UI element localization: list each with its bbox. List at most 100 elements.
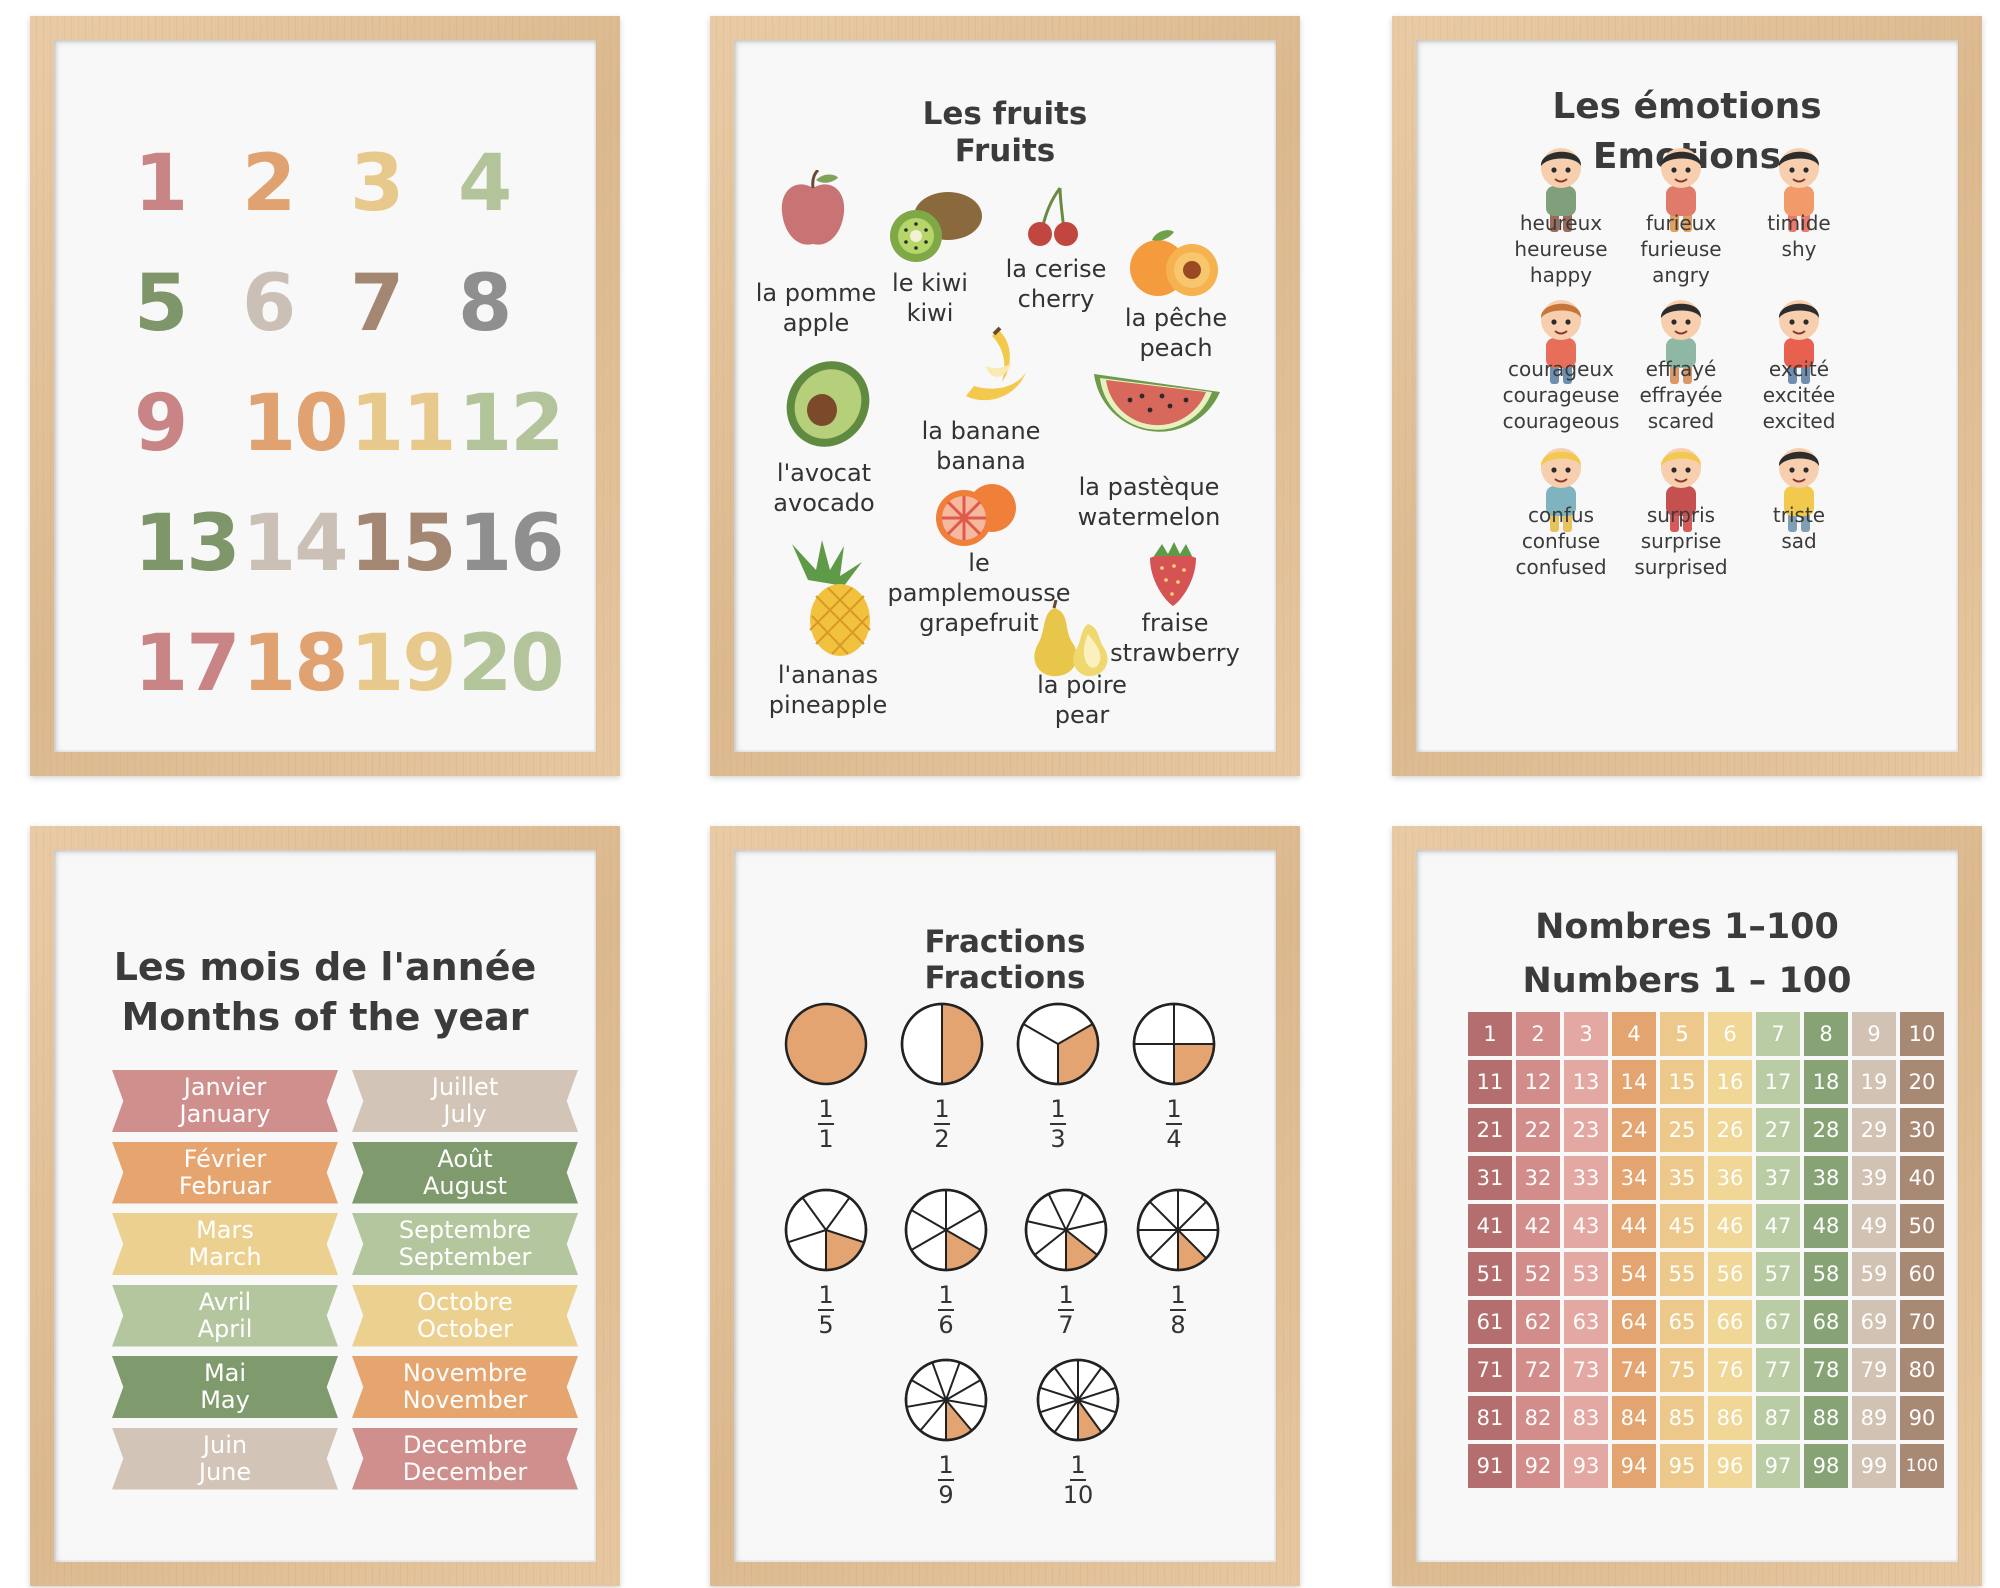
hundreds-grid: 1 2 3 4 5 6 7 8 9 10 11 12 13 14 15 16 17 18 19 20 21 22 23 24 2… bbox=[1468, 1012, 1944, 1488]
fraction-numerator: 1 bbox=[938, 1451, 954, 1479]
number-cell: 71 bbox=[1468, 1348, 1512, 1392]
emotion-word: effrayé bbox=[1645, 357, 1717, 381]
emotion-item: furieux furieuse angry bbox=[1596, 140, 1766, 288]
number-cell: 51 bbox=[1468, 1252, 1512, 1296]
number-7: 7 bbox=[350, 259, 404, 349]
number-cell: 40 bbox=[1900, 1156, 1944, 1200]
number-cell: 14 bbox=[1612, 1060, 1656, 1104]
fraction-label: 1 10 bbox=[1028, 1452, 1128, 1508]
number-cell: 18 bbox=[1804, 1060, 1848, 1104]
fraction-circle-icon bbox=[1136, 1188, 1220, 1272]
number-cell: 11 bbox=[1468, 1060, 1512, 1104]
month-banner: Mai May bbox=[112, 1356, 338, 1418]
poster-title: Les mois de l'année Months of the year bbox=[54, 942, 596, 1042]
emotion-label: timide shy bbox=[1714, 210, 1884, 262]
number-cell: 95 bbox=[1660, 1444, 1704, 1488]
title-english: Fruits bbox=[954, 133, 1056, 169]
number-cell: 38 bbox=[1804, 1156, 1848, 1200]
title-french: Nombres 1–100 bbox=[1535, 907, 1839, 947]
apple-icon bbox=[781, 170, 845, 245]
fraction-denominator: 6 bbox=[938, 1311, 954, 1339]
number-cell: 8 bbox=[1804, 1012, 1848, 1056]
poster-frame-months: Les mois de l'année Months of the year J… bbox=[30, 826, 620, 1586]
fruit-label-avocado: l'avocat avocado bbox=[773, 459, 875, 517]
number-cell: 29 bbox=[1852, 1108, 1896, 1152]
poster-title: Les fruits Fruits bbox=[734, 96, 1276, 170]
number-cell: 7 bbox=[1756, 1012, 1800, 1056]
pineapple-icon bbox=[792, 540, 871, 656]
number-1: 1 bbox=[134, 139, 188, 229]
avocado-icon bbox=[786, 361, 870, 447]
number-cell: 39 bbox=[1852, 1156, 1896, 1200]
number-cell: 94 bbox=[1612, 1444, 1656, 1488]
fruit-label-peach: la pêche peach bbox=[1124, 304, 1228, 362]
number-cell: 46 bbox=[1708, 1204, 1752, 1248]
emotion-label: surpris surprise surprised bbox=[1596, 502, 1766, 580]
number-cell: 45 bbox=[1660, 1204, 1704, 1248]
child-illustration-icon bbox=[1660, 148, 1702, 232]
number-12: 12 bbox=[458, 379, 565, 469]
emotion-word: happy bbox=[1529, 263, 1593, 287]
fraction-circle-icon bbox=[1024, 1188, 1108, 1272]
month-french: Avril bbox=[198, 1287, 252, 1316]
fruit-label-pear: la poire pear bbox=[1037, 671, 1127, 729]
number-cell: 91 bbox=[1468, 1444, 1512, 1488]
fraction-numerator: 1 bbox=[818, 1281, 834, 1309]
number-cell: 77 bbox=[1756, 1348, 1800, 1392]
number-cell: 76 bbox=[1708, 1348, 1752, 1392]
number-cell: 69 bbox=[1852, 1300, 1896, 1344]
number-19: 19 bbox=[350, 619, 457, 709]
number-cell: 89 bbox=[1852, 1396, 1896, 1440]
number-20: 20 bbox=[458, 619, 565, 709]
number-cell: 74 bbox=[1612, 1348, 1656, 1392]
fraction-bar bbox=[1050, 1123, 1066, 1125]
fruit-label-strawberry: fraise strawberry bbox=[1110, 609, 1240, 667]
child-illustration-icon bbox=[1778, 148, 1820, 232]
number-cell: 79 bbox=[1852, 1348, 1896, 1392]
fraction-denominator: 10 bbox=[1062, 1481, 1094, 1509]
month-english: September bbox=[398, 1243, 532, 1271]
emotion-word: heureux bbox=[1519, 211, 1603, 235]
poster-frame-emotions: Les émotions Emotions heureuxheureusehap… bbox=[1392, 16, 1982, 776]
emotion-word: scared bbox=[1647, 409, 1715, 433]
number-cell: 25 bbox=[1660, 1108, 1704, 1152]
number-cell: 86 bbox=[1708, 1396, 1752, 1440]
fraction-bar bbox=[818, 1309, 834, 1311]
child-illustration-icon bbox=[1540, 448, 1582, 532]
number-cell: 97 bbox=[1756, 1444, 1800, 1488]
month-banner: Septembre September bbox=[352, 1213, 578, 1275]
emotion-label: courageux courageuse courageous bbox=[1476, 356, 1646, 434]
month-french: Novembre bbox=[402, 1359, 528, 1387]
number-cell: 78 bbox=[1804, 1348, 1848, 1392]
emotion-word: heureuse bbox=[1514, 237, 1608, 261]
month-english: June bbox=[198, 1457, 252, 1486]
strawberry-icon bbox=[1150, 542, 1196, 606]
poster-title: Nombres 1–100 Numbers 1 – 100 bbox=[1416, 900, 1958, 1008]
number-cell: 30 bbox=[1900, 1108, 1944, 1152]
number-cell: 83 bbox=[1564, 1396, 1608, 1440]
number-cell: 28 bbox=[1804, 1108, 1848, 1152]
number-cell: 6 bbox=[1708, 1012, 1752, 1056]
number-14: 14 bbox=[242, 499, 349, 589]
number-cell: 17 bbox=[1756, 1060, 1800, 1104]
number-cell: 31 bbox=[1468, 1156, 1512, 1200]
number-cell: 64 bbox=[1612, 1300, 1656, 1344]
fraction-item: 1 10 bbox=[1028, 1356, 1128, 1508]
month-french: Février bbox=[183, 1144, 267, 1173]
fraction-numerator: 1 bbox=[938, 1281, 954, 1309]
fraction-numerator: 1 bbox=[1166, 1095, 1182, 1123]
number-cell: 56 bbox=[1708, 1252, 1752, 1296]
month-banner: Janvier January bbox=[112, 1070, 338, 1132]
number-cell: 65 bbox=[1660, 1300, 1704, 1344]
number-cell: 99 bbox=[1852, 1444, 1896, 1488]
poster-frame-numbers: 1 2 3 4 5 6 7 8 9 10 11 12 13 14 15 16 17 18 19 20 bbox=[30, 16, 620, 776]
number-cell: 13 bbox=[1564, 1060, 1608, 1104]
number-cell: 12 bbox=[1516, 1060, 1560, 1104]
